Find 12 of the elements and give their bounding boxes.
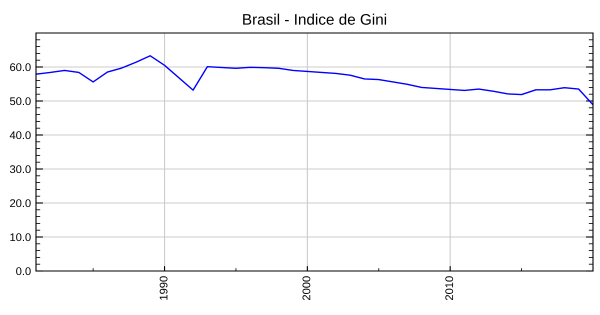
x-tick-label: 1990 <box>160 276 168 300</box>
y-tick-label: 60.0 <box>10 63 31 72</box>
y-tick-label: 10.0 <box>10 233 31 242</box>
chart-title: Brasil - Indice de Gini <box>243 14 386 25</box>
line-series <box>36 55 593 106</box>
x-tick-label: 2000 <box>302 276 310 300</box>
y-tick-label: 40.0 <box>10 131 31 140</box>
y-tick-label: 50.0 <box>10 97 31 106</box>
y-tick-label: 20.0 <box>10 199 31 208</box>
y-tick-label: 0.0 <box>16 267 31 276</box>
y-tick-label: 30.0 <box>10 165 31 174</box>
x-tick-label: 2010 <box>445 276 454 300</box>
